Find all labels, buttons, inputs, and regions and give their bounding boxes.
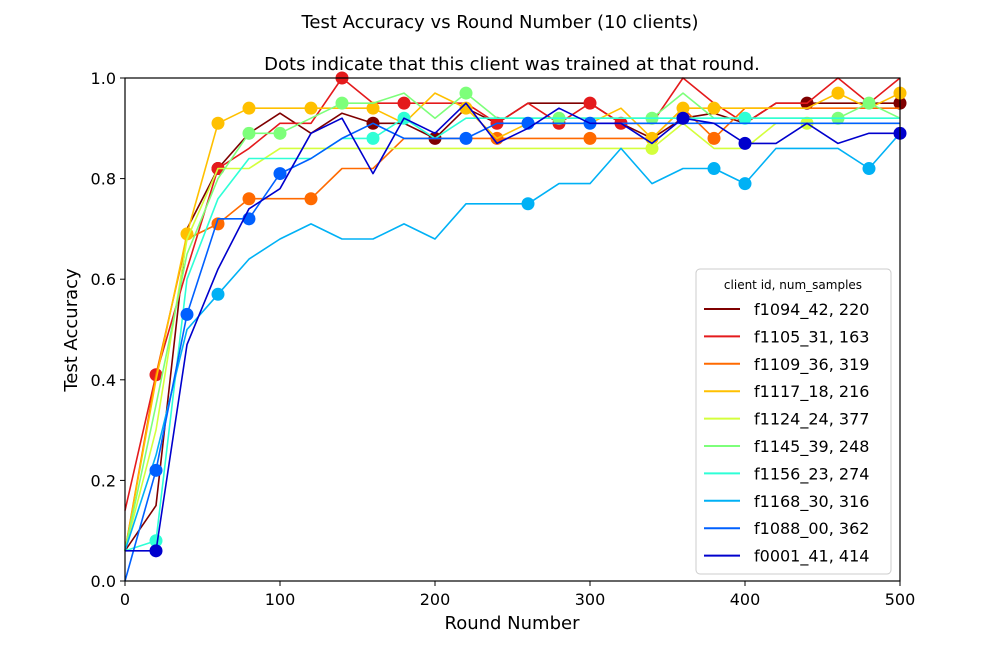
training-dot [366,131,380,145]
training-dot [304,101,318,115]
legend-label: f1117_18, 216 [754,382,869,402]
legend-entry: f0001_41, 414 [704,547,869,567]
series-line [124,132,901,552]
legend-entry: f1168_30, 316 [704,492,869,512]
y-tick-label: 1.0 [91,69,116,88]
training-dot [583,131,597,145]
training-dot [862,162,876,176]
legend-entry: f1124_24, 377 [704,410,869,430]
training-dot [645,141,659,155]
series-line [124,122,900,582]
training-dot [242,101,256,115]
series-3 [124,86,907,551]
legend: client id, num_samples f1094_42, 220 f110… [695,268,892,575]
plot-frame [124,77,901,582]
legend-label: f1109_36, 319 [754,355,869,375]
training-dot [583,96,597,110]
series-line [124,77,901,511]
legend-entry: f1156_23, 274 [704,464,869,484]
series-line [124,117,900,552]
legend-label: f1156_23, 274 [754,464,869,484]
training-dot [738,136,752,150]
training-dot [273,126,287,140]
x-axis: 0 100 200 300 400 500 [120,581,915,609]
training-dot [180,307,194,321]
series-4 [124,116,900,551]
training-dot [707,162,721,176]
y-tick-label: 0.2 [91,471,116,490]
y-tick-label: 0.8 [91,170,116,189]
x-tick-label: 200 [420,590,451,609]
training-dot [521,197,535,211]
y-tick-label: 0.4 [91,371,116,390]
training-dot [149,544,163,558]
training-dot [366,101,380,115]
x-tick-label: 300 [575,590,606,609]
training-dot [211,116,225,130]
legend-label: f1088_00, 362 [754,519,869,539]
x-tick-label: 100 [265,590,296,609]
legend-label: f1105_31, 163 [754,327,869,347]
training-dot [459,86,473,100]
y-tick-label: 0.6 [91,270,116,289]
legend-entry: f1088_00, 362 [704,519,869,539]
legend-label: f1094_42, 220 [754,300,869,320]
training-dot [738,111,752,125]
training-dot [676,101,690,115]
training-dot [397,96,411,110]
x-axis-label: Round Number [445,613,581,634]
legend-label: f1124_24, 377 [754,410,869,430]
x-tick-label: 0 [120,590,130,609]
legend-entry: f1117_18, 216 [704,382,869,402]
training-dot [831,86,845,100]
legend-label: f0001_41, 414 [754,547,869,567]
legend-label: f1168_30, 316 [754,492,869,512]
training-dot [676,111,690,125]
y-axis: 0.0 0.2 0.4 0.6 0.8 1.0 [91,69,125,591]
x-tick-label: 400 [730,590,761,609]
series-7 [124,132,901,552]
training-dot [738,177,752,191]
training-dot [273,167,287,181]
chart-title: Test Accuracy vs Round Number (10 client… [300,12,698,33]
series-line [125,102,900,552]
legend-label: f1145_39, 248 [754,437,869,457]
y-axis-label: Test Accuracy [61,268,82,393]
series-6 [124,111,900,552]
series-line [124,122,900,551]
y-tick-label: 0.0 [91,572,116,591]
training-dot [862,96,876,110]
training-dot [304,192,318,206]
training-dot [242,126,256,140]
x-tick-label: 500 [885,590,916,609]
legend-entries: f1094_42, 220 f1105_31, 163 f1109_36, 319 f… [704,300,869,567]
chart-subtitle: Dots indicate that this client was train… [264,54,760,75]
training-dot [242,192,256,206]
legend-box [695,268,892,575]
training-dot [211,287,225,301]
training-dot [335,96,349,110]
series-8 [124,116,900,582]
series-9 [125,102,907,558]
training-dot [707,101,721,115]
training-dot [459,101,473,115]
training-dot [149,463,163,477]
legend-title: client id, num_samples [724,278,862,292]
legend-entry: f1109_36, 319 [704,355,869,375]
training-dot [149,534,163,548]
legend-entry: f1094_42, 220 [704,300,869,320]
training-dot [459,131,473,145]
legend-entry: f1145_39, 248 [704,437,869,457]
legend-entry: f1105_31, 163 [704,327,869,347]
training-dot [707,131,721,145]
